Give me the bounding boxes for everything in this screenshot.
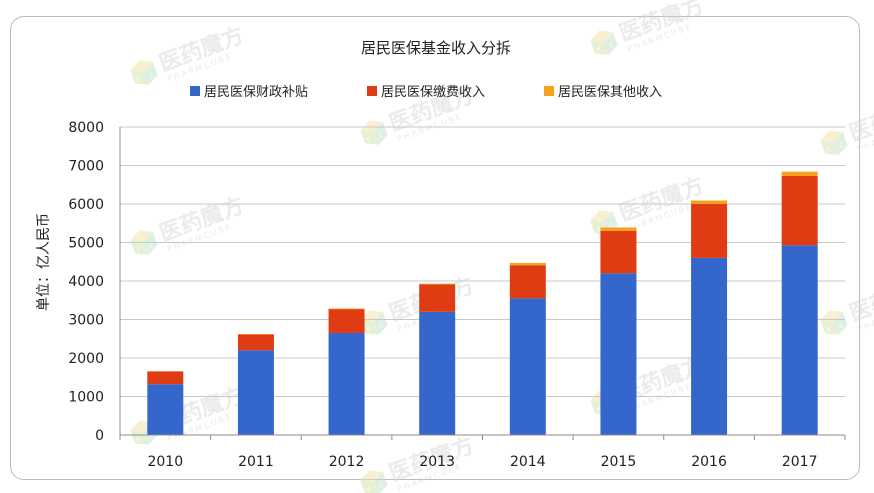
bar-segment-2 bbox=[419, 284, 456, 312]
y-tick-label: 8000 bbox=[68, 120, 104, 136]
bar-segment-3 bbox=[600, 227, 637, 231]
watermark-logo-letter: P bbox=[596, 226, 602, 234]
legend-swatch bbox=[367, 86, 377, 96]
bar-segment-1 bbox=[419, 311, 456, 435]
watermark-logo-letter: C bbox=[148, 242, 154, 250]
y-tick-label: 6000 bbox=[68, 197, 104, 213]
watermark-logo-icon: PC bbox=[360, 120, 388, 145]
bar-segment-3 bbox=[328, 308, 365, 310]
watermark-logo-icon: PC bbox=[590, 30, 618, 55]
legend-item: 居民医保其他收入 bbox=[544, 85, 662, 100]
watermark-logo-letter: C bbox=[608, 222, 614, 230]
bar-segment-1 bbox=[781, 245, 818, 435]
y-tick-label: 1000 bbox=[68, 390, 104, 406]
bar-segment-2 bbox=[509, 265, 546, 299]
watermark-logo-letter: P bbox=[136, 246, 142, 254]
bar-segment-3 bbox=[781, 171, 818, 176]
chart-title: 居民医保基金收入分拆 bbox=[361, 39, 511, 57]
watermark-logo-letter: C bbox=[378, 132, 384, 140]
y-tick-label: 5000 bbox=[68, 236, 104, 252]
watermark-logo-letter: C bbox=[838, 322, 844, 330]
x-tick-label: 2011 bbox=[238, 454, 274, 470]
legend-swatch bbox=[544, 86, 554, 96]
watermark-logo-letter: C bbox=[378, 482, 384, 490]
watermark-logo-letter: P bbox=[826, 326, 832, 334]
x-tick-label: 2013 bbox=[419, 454, 455, 470]
y-tick-label: 7000 bbox=[68, 159, 104, 175]
x-tick-label: 2017 bbox=[782, 454, 818, 470]
x-tick-label: 2015 bbox=[601, 454, 637, 470]
watermark-logo-icon: PC bbox=[820, 310, 848, 335]
legend: 居民医保财政补贴 居民医保缴费收入 居民医保其他收入 bbox=[190, 85, 662, 100]
bar-segment-1 bbox=[147, 384, 184, 435]
bars bbox=[147, 171, 818, 435]
watermark-text: 医药魔方 bbox=[846, 272, 874, 327]
watermark-logo-icon: PC bbox=[130, 60, 158, 85]
bar-segment-1 bbox=[328, 332, 365, 435]
watermark-logo-icon: PC bbox=[360, 470, 388, 493]
watermark-logo-letter: P bbox=[826, 146, 832, 154]
watermark-logo-letter: P bbox=[366, 136, 372, 144]
watermark-logo-letter: P bbox=[596, 46, 602, 54]
legend-label: 居民医保缴费收入 bbox=[381, 85, 485, 100]
watermark-logo-letter: P bbox=[366, 486, 372, 493]
legend-item: 居民医保缴费收入 bbox=[367, 85, 485, 100]
grid-lines bbox=[120, 126, 845, 397]
bar-segment-2 bbox=[237, 334, 274, 351]
watermark-logo-letter: C bbox=[148, 432, 154, 440]
bar-segment-2 bbox=[147, 371, 184, 385]
legend-label: 居民医保其他收入 bbox=[558, 85, 662, 100]
watermark-logo-letter: C bbox=[148, 72, 154, 80]
x-tick-label: 2012 bbox=[329, 454, 365, 470]
axes: 0 1000 2000 3000 4000 5000 6000 7000 8000 2010 201… bbox=[68, 120, 846, 470]
y-tick-label: 2000 bbox=[68, 351, 104, 367]
watermark-logo-letter: P bbox=[366, 326, 372, 334]
bar-segment-3 bbox=[691, 200, 728, 204]
x-tick-label: 2014 bbox=[510, 454, 546, 470]
watermark-text: 医药魔方 bbox=[846, 92, 874, 147]
watermark-logo-letter: P bbox=[136, 436, 142, 444]
watermark-logo-letter: C bbox=[838, 142, 844, 150]
watermark-logo-letter: P bbox=[136, 76, 142, 84]
watermark-logo-icon: PC bbox=[360, 310, 388, 335]
y-tick-label: 4000 bbox=[68, 274, 104, 290]
watermark-logo-letter: C bbox=[378, 322, 384, 330]
bar-segment-1 bbox=[691, 257, 728, 435]
watermark-logo-icon: PC bbox=[130, 230, 158, 255]
bar-segment-2 bbox=[600, 230, 637, 274]
bar-segment-1 bbox=[600, 273, 637, 435]
x-tick-label: 2010 bbox=[147, 454, 183, 470]
bar-segment-3 bbox=[419, 283, 456, 285]
y-tick-label: 3000 bbox=[68, 313, 104, 329]
bar-segment-1 bbox=[237, 350, 274, 435]
bar-segment-1 bbox=[509, 298, 546, 435]
bar-segment-2 bbox=[328, 309, 365, 333]
legend-label: 居民医保财政补贴 bbox=[204, 85, 308, 100]
watermark-logo-icon: PC bbox=[820, 130, 848, 155]
legend-swatch bbox=[190, 86, 200, 96]
bar-segment-2 bbox=[781, 175, 818, 246]
bar-segment-3 bbox=[509, 262, 546, 266]
bar-segment-2 bbox=[691, 204, 728, 258]
x-tick-label: 2016 bbox=[691, 454, 727, 470]
y-tick-label: 0 bbox=[95, 428, 104, 444]
watermark-logo-letter: P bbox=[596, 406, 602, 414]
legend-item: 居民医保财政补贴 bbox=[190, 85, 308, 100]
watermark-logo-letter: C bbox=[608, 42, 614, 50]
y-axis-label: 单位：亿人民币 bbox=[36, 213, 52, 311]
